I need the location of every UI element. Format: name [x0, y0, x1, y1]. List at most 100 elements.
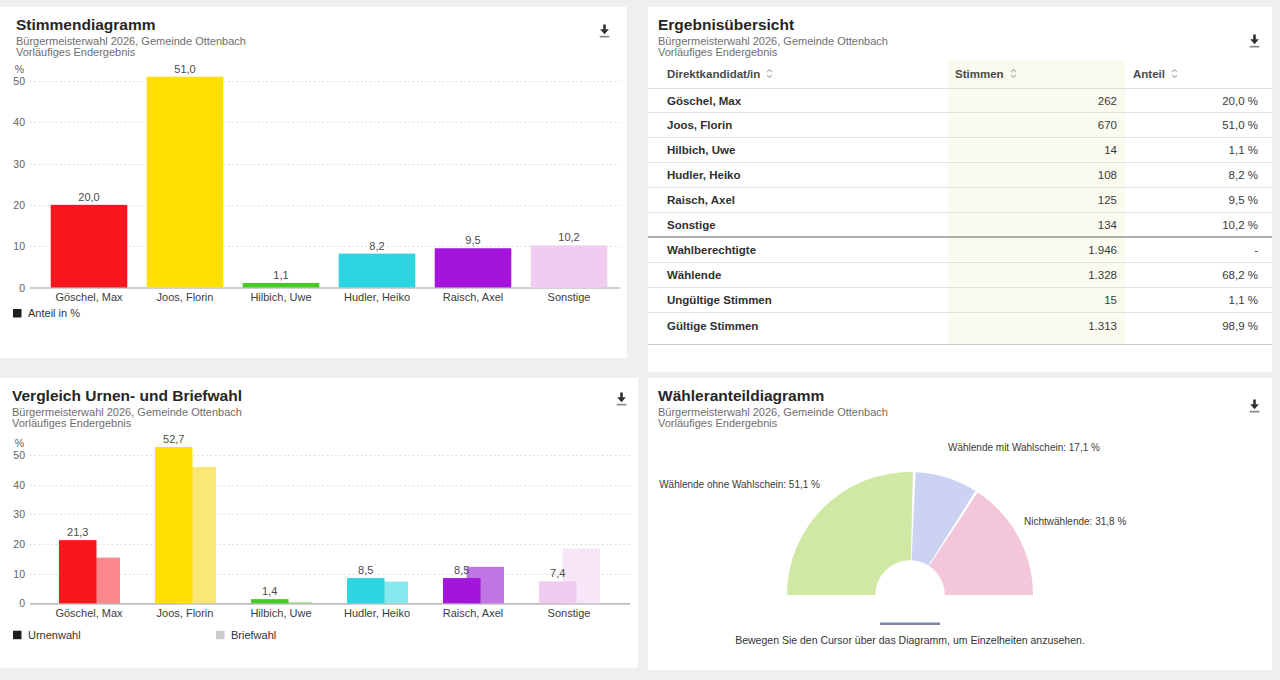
bar[interactable]	[51, 205, 128, 288]
table-row: Göschel, Max26220,0 %	[648, 89, 1272, 113]
cell-anteil: 10,2 %	[1118, 213, 1258, 236]
table-row: Wählende 1.32868,2 %	[648, 263, 1272, 288]
cell-kandidat: Wählende	[667, 263, 721, 287]
bar[interactable]	[147, 77, 224, 288]
svg-text:20: 20	[13, 199, 25, 211]
svg-text:40: 40	[13, 116, 25, 128]
cell-stimmen: 1.328	[948, 263, 1117, 287]
bar-urnenwahl[interactable]	[539, 581, 577, 603]
panel-title: Ergebnisübersicht	[658, 16, 794, 34]
bar-urnenwahl[interactable]	[59, 540, 97, 603]
stimmen-chart[interactable]: 0 10 20 30 40 50% 20,0 Göschel, Max 51,0 Joos, Fl…	[0, 7, 627, 358]
table-row: Hilbich, Uwe 141,1 %	[648, 138, 1272, 163]
waehleranteil-chart[interactable]: Wählende ohne Wahlschein: 51,1 % Wählende…	[648, 378, 1272, 670]
cell-stimmen: 1.946	[948, 238, 1117, 262]
svg-text:50: 50	[13, 449, 25, 461]
bar-urnenwahl[interactable]	[347, 578, 385, 603]
svg-text:40: 40	[13, 479, 25, 491]
svg-text:8,5: 8,5	[454, 564, 469, 576]
legend-swatch	[13, 631, 22, 640]
svg-text:Briefwahl: Briefwahl	[231, 629, 276, 641]
cell-stimmen: 670	[948, 113, 1117, 137]
sort-icon[interactable]	[1010, 68, 1017, 79]
cell-kandidat: Gültige Stimmen	[667, 313, 758, 338]
svg-text:10,2: 10,2	[558, 231, 579, 243]
table-row: Ungültige Stimmen151,1 %	[648, 288, 1272, 313]
bar[interactable]	[243, 283, 320, 288]
svg-text:Wählende ohne Wahlschein: 51,1: Wählende ohne Wahlschein: 51,1 %	[659, 479, 820, 490]
donut-divider	[880, 623, 940, 626]
table-row: Wahlberechtigte1.946-	[648, 238, 1272, 263]
svg-text:7,4: 7,4	[550, 567, 565, 579]
bar[interactable]	[435, 248, 512, 287]
svg-text:Joos, Florin: Joos, Florin	[157, 291, 214, 303]
svg-text:Urnenwahl: Urnenwahl	[28, 629, 81, 641]
cell-stimmen: 1.313	[948, 313, 1117, 338]
svg-text:Anteil in %: Anteil in %	[28, 307, 80, 319]
panel-waehleranteil: Wähleranteildiagramm Bürgermeisterwahl 2…	[648, 378, 1272, 670]
cell-anteil: -	[1118, 238, 1258, 262]
svg-text:Göschel, Max: Göschel, Max	[55, 291, 123, 303]
svg-text:50: 50	[13, 75, 25, 87]
cell-anteil: 51,0 %	[1118, 113, 1258, 137]
svg-text:9,5: 9,5	[465, 234, 480, 246]
table-row: Sonstige13410,2 %	[648, 213, 1272, 238]
sort-icon[interactable]	[766, 68, 773, 79]
cell-anteil: 1,1 %	[1118, 138, 1258, 162]
cell-kandidat: Hilbich, Uwe	[667, 138, 735, 162]
cell-stimmen: 262	[948, 89, 1117, 112]
download-icon	[1248, 34, 1261, 49]
svg-text:10: 10	[13, 568, 25, 580]
sort-icon[interactable]	[1171, 68, 1178, 79]
cell-anteil: 9,5 %	[1118, 188, 1258, 212]
svg-text:%: %	[15, 437, 24, 449]
cell-anteil: 98,9 %	[1118, 313, 1258, 338]
bar-urnenwahl[interactable]	[251, 599, 289, 603]
column-header-direktkandidat[interactable]: Direktkandidat/in	[667, 60, 773, 88]
panel-ergebnisuebersicht: Ergebnisübersicht Bürgermeisterwahl 2026…	[648, 7, 1272, 372]
svg-text:Wählende mit Wahlschein: 17,1: Wählende mit Wahlschein: 17,1 %	[948, 442, 1100, 453]
svg-text:20,0: 20,0	[78, 191, 99, 203]
svg-text:Sonstige: Sonstige	[548, 291, 591, 303]
svg-text:%: %	[15, 63, 24, 75]
svg-text:Hilbich, Uwe: Hilbich, Uwe	[250, 607, 311, 619]
panel-stimmendiagramm: Stimmendiagramm Bürgermeisterwahl 2026, …	[0, 7, 627, 358]
bar[interactable]	[531, 245, 608, 287]
svg-text:20: 20	[13, 538, 25, 550]
column-header-anteil[interactable]: Anteil	[1133, 60, 1178, 88]
cell-anteil: 20,0 %	[1118, 89, 1258, 112]
svg-text:10: 10	[13, 240, 25, 252]
vergleich-chart[interactable]: 01020304050%21,3Göschel, Max52,7Joos, Fl…	[0, 378, 638, 668]
svg-text:1,4: 1,4	[262, 585, 277, 597]
svg-text:Raisch, Axel: Raisch, Axel	[443, 607, 504, 619]
svg-text:52,7: 52,7	[163, 433, 184, 445]
svg-text:Hilbich, Uwe: Hilbich, Uwe	[250, 291, 311, 303]
bar-urnenwahl[interactable]	[155, 447, 193, 603]
svg-text:Hudler, Heiko: Hudler, Heiko	[344, 291, 410, 303]
cell-stimmen: 14	[948, 138, 1117, 162]
svg-text:30: 30	[13, 158, 25, 170]
table-row: Joos, Florin 67051,0 %	[648, 113, 1272, 138]
table-row: Hudler, Heiko1088,2 %	[648, 163, 1272, 188]
svg-text:Bewegen Sie den Cursor über da: Bewegen Sie den Cursor über das Diagramm…	[735, 634, 1085, 646]
svg-text:Sonstige: Sonstige	[548, 607, 591, 619]
svg-text:Göschel, Max: Göschel, Max	[55, 607, 123, 619]
cell-kandidat: Joos, Florin	[667, 113, 732, 137]
column-header-stimmen[interactable]: Stimmen	[955, 60, 1017, 88]
bar[interactable]	[339, 254, 416, 288]
panel-subtitle2: Vorläufiges Endergebnis	[658, 46, 777, 58]
cell-stimmen: 134	[948, 213, 1117, 236]
svg-text:0: 0	[19, 597, 25, 609]
svg-text:51,0: 51,0	[174, 63, 195, 75]
svg-text:0: 0	[19, 282, 25, 294]
legend-swatch	[216, 631, 225, 640]
donut-segment[interactable]	[787, 472, 913, 595]
svg-text:Nichtwählende: 31,8 %: Nichtwählende: 31,8 %	[1024, 516, 1126, 527]
svg-text:Joos, Florin: Joos, Florin	[157, 607, 214, 619]
download-button[interactable]	[1247, 34, 1261, 50]
table-row: Gültige Stimmen 1.31398,9 %	[648, 313, 1272, 338]
cell-stimmen: 125	[948, 188, 1117, 212]
bar-urnenwahl[interactable]	[443, 578, 481, 603]
cell-anteil: 68,2 %	[1118, 263, 1258, 287]
panel-vergleich: Vergleich Urnen- und Briefwahl Bürgermei…	[0, 378, 638, 668]
